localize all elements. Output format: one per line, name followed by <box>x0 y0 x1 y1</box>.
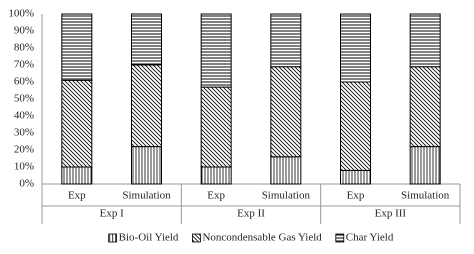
bar-segment <box>200 86 232 168</box>
x-tick-label: Simulation <box>401 190 450 202</box>
y-tick-label: 0% <box>19 178 34 190</box>
legend-swatch <box>108 233 118 243</box>
y-tick-label: 60% <box>14 76 34 88</box>
group-label: Exp II <box>237 208 265 220</box>
group-label: Exp I <box>100 208 124 220</box>
bar-segment <box>131 13 162 66</box>
x-tick-label: Exp <box>207 190 225 202</box>
legend-swatch <box>192 233 201 243</box>
bar-segment <box>409 13 441 68</box>
bar-segment <box>270 66 302 158</box>
group-label: Exp III <box>375 208 407 220</box>
bar-segment <box>131 64 162 148</box>
bar-segment <box>270 156 302 185</box>
y-tick-label: 10% <box>14 161 34 173</box>
bar-segment <box>61 166 93 185</box>
bar-segment <box>61 79 93 168</box>
bar-segment <box>270 13 302 68</box>
legend: Bio-Oil Yield Noncondensable Gas Yield Cha… <box>108 232 394 244</box>
y-tick-label: 20% <box>14 144 34 156</box>
bar-segment <box>409 66 441 148</box>
y-tick-label: 90% <box>14 25 34 37</box>
x-tick-label: Exp <box>68 190 86 202</box>
bar-segment <box>131 146 162 185</box>
bar-segment <box>340 81 371 171</box>
legend-label: Noncondensable Gas Yield <box>202 232 322 244</box>
x-tick-label: Simulation <box>262 190 311 202</box>
bar-segment <box>61 13 93 81</box>
y-tick-label: 100% <box>8 8 34 20</box>
y-tick-label: 80% <box>14 42 34 54</box>
bar-segment <box>409 146 441 185</box>
bar-segment <box>340 13 371 83</box>
legend-label: Char Yield <box>346 232 394 244</box>
bar-segment <box>200 166 232 185</box>
legend-swatch <box>335 233 345 243</box>
bar-segment <box>340 169 371 185</box>
x-tick-label: Exp <box>347 190 365 202</box>
x-tick-label: Simulation <box>122 190 171 202</box>
bar-segment <box>200 13 232 88</box>
y-tick-label: 40% <box>14 110 34 122</box>
y-tick-label: 50% <box>14 93 34 105</box>
y-tick-label: 30% <box>14 127 34 139</box>
y-tick-label: 70% <box>14 59 34 71</box>
legend-label: Bio-Oil Yield <box>119 232 179 244</box>
